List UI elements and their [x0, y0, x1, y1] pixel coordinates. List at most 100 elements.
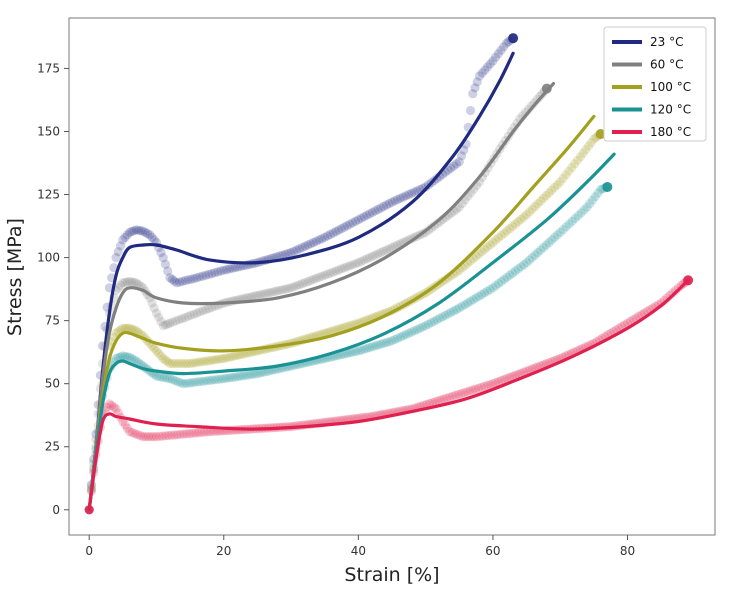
data-point [311, 236, 321, 246]
data-point [140, 227, 150, 237]
data-point [143, 432, 153, 442]
data-point [188, 358, 198, 368]
data-point [169, 430, 179, 440]
data-point [479, 288, 490, 298]
data-point [339, 349, 349, 359]
data-point [158, 253, 168, 263]
data-point [202, 427, 212, 437]
data-point [168, 358, 178, 369]
data-point [570, 159, 580, 169]
data-point [174, 358, 184, 369]
data-point [513, 264, 523, 274]
data-point [120, 351, 130, 361]
data-layer [84, 33, 694, 515]
data-point [162, 373, 172, 383]
legend-label: 23 °C [650, 35, 683, 49]
data-point [499, 228, 509, 238]
data-point [219, 353, 229, 364]
data-point [376, 339, 386, 349]
data-point [145, 230, 155, 240]
data-point [118, 235, 128, 245]
data-point [250, 291, 260, 301]
data-point [151, 346, 162, 356]
data-point [272, 286, 282, 296]
data-point [154, 348, 164, 358]
data-point [496, 230, 506, 241]
data-point [427, 398, 437, 408]
data-point [454, 157, 464, 167]
data-point [165, 358, 175, 369]
data-point [536, 245, 546, 255]
data-point [227, 263, 237, 273]
data-point [496, 45, 506, 55]
data-point [437, 312, 448, 322]
data-point [587, 195, 598, 205]
x-tick-label: 60 [485, 544, 500, 558]
data-point [547, 235, 557, 245]
data-point [362, 343, 372, 353]
data-point [516, 214, 526, 224]
data-point [345, 219, 355, 229]
data-point [367, 342, 377, 352]
x-tick-label: 40 [351, 544, 366, 558]
data-point [453, 389, 463, 400]
data-point [334, 225, 344, 235]
data-point [230, 351, 240, 361]
data-point [146, 432, 156, 442]
data-point [351, 346, 361, 357]
data-point [199, 427, 209, 437]
data-point [524, 207, 535, 217]
data-point [482, 286, 492, 296]
data-point [166, 430, 176, 440]
data-point [167, 274, 177, 284]
data-point [370, 250, 380, 260]
data-point [207, 269, 217, 279]
data-point [356, 213, 366, 223]
data-point [583, 141, 594, 151]
data-point [367, 251, 377, 261]
data-point [393, 195, 403, 205]
data-point [359, 255, 369, 265]
data-point [468, 89, 478, 99]
data-point [224, 264, 234, 274]
data-point [195, 272, 205, 282]
data-point [471, 384, 481, 394]
data-point [192, 308, 202, 318]
data-point [213, 374, 223, 384]
data-point [204, 375, 214, 385]
data-point [339, 263, 349, 273]
data-point [541, 240, 551, 250]
data-point [107, 400, 117, 411]
data-point [423, 319, 433, 329]
data-point [373, 340, 383, 350]
data-point [199, 376, 209, 386]
data-point [457, 301, 467, 311]
data-point [485, 380, 495, 390]
model-line-4 [87, 278, 690, 512]
data-point [365, 342, 375, 353]
data-point [250, 369, 260, 379]
data-point [450, 390, 460, 400]
data-point [193, 357, 204, 367]
data-point [373, 249, 383, 259]
data-point [407, 327, 417, 337]
y-axis-title: Stress [MPa] [4, 218, 26, 336]
data-point [216, 266, 226, 276]
data-point [339, 222, 349, 232]
data-point [593, 188, 603, 198]
data-point [454, 303, 464, 313]
data-point [286, 283, 296, 293]
data-point [507, 221, 518, 231]
data-point [348, 218, 358, 228]
data-point [485, 284, 495, 295]
data-point [195, 307, 205, 317]
data-point [381, 337, 391, 348]
y-tick-label: 50 [45, 377, 60, 391]
data-point [460, 300, 470, 310]
data-point [510, 370, 520, 380]
data-point [533, 199, 543, 209]
data-point [505, 372, 515, 382]
data-point [493, 377, 504, 387]
data-point [322, 231, 333, 241]
data-point [443, 309, 453, 319]
